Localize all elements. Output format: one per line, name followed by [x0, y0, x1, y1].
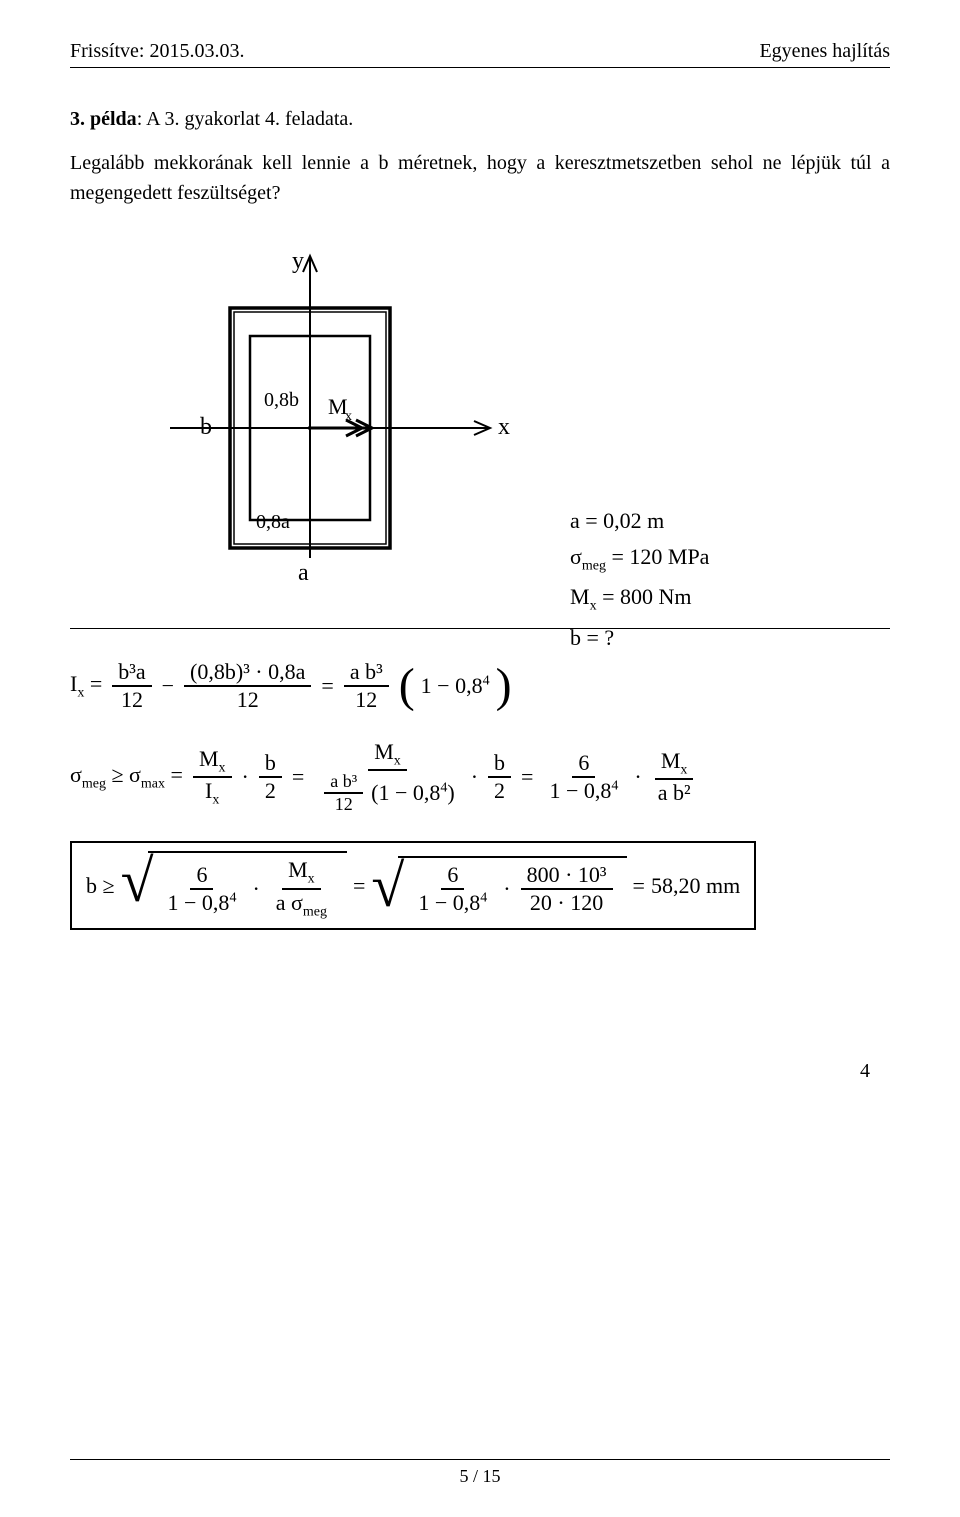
svg-text:0,8b: 0,8b	[264, 389, 299, 411]
svg-text:y: y	[292, 248, 304, 274]
equation-ix: Ix = b³a12 − (0,8b)³ · 0,8a12 = a b³12 (…	[70, 659, 890, 713]
cross-section-diagram: y x M x b a 0,8b 0,8a	[70, 238, 530, 598]
equation-b-result: b ≥ √ 61 − 0,84 · Mxa σmeg = √ 61 − 0,84…	[70, 841, 890, 930]
given-moment: Mx = 800 Nm	[570, 584, 709, 614]
svg-text:x: x	[498, 414, 510, 440]
svg-text:0,8a: 0,8a	[256, 511, 290, 533]
svg-text:a: a	[298, 560, 309, 586]
figure-number: 4	[860, 1060, 870, 1083]
separator-line	[70, 628, 890, 629]
page-footer: 5 / 15	[70, 1459, 890, 1487]
problem-text: Legalább mekkorának kell lennie a b mére…	[70, 148, 890, 208]
svg-text:b: b	[200, 414, 212, 440]
header-left: Frissítve: 2015.03.03.	[70, 40, 244, 63]
example-title-bold: 3. példa	[70, 108, 137, 130]
given-b: b = ?	[570, 625, 709, 651]
example-title-rest: : A 3. gyakorlat 4. feladata.	[137, 108, 354, 130]
svg-text:x: x	[345, 409, 352, 424]
given-sigma: σmeg = 120 MPa	[570, 544, 709, 574]
equation-sigma: σmeg ≥ σmax = MxIx · b2 = Mx a b³12 (1 −…	[70, 739, 890, 815]
header-right: Egyenes hajlítás	[759, 40, 890, 63]
given-values: a = 0,02 m σmeg = 120 MPa Mx = 800 Nm b …	[570, 498, 709, 661]
given-a: a = 0,02 m	[570, 508, 709, 534]
